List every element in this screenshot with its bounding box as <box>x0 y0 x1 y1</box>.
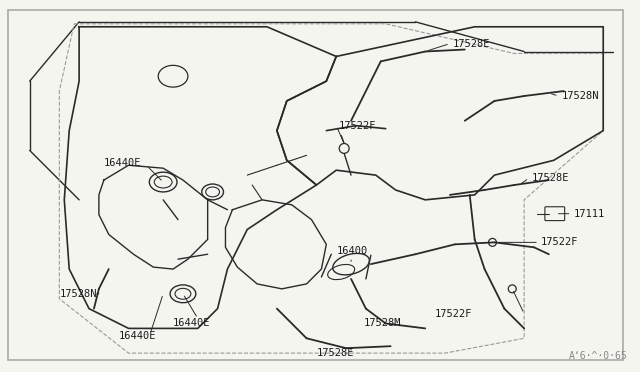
Text: 16440E: 16440E <box>118 331 156 341</box>
FancyBboxPatch shape <box>8 10 623 360</box>
Text: 17522F: 17522F <box>339 121 377 131</box>
Text: 17528E: 17528E <box>453 39 490 49</box>
Text: 17528N: 17528N <box>60 289 97 299</box>
Text: 17528E: 17528E <box>316 348 354 358</box>
Text: A‘6·^·0·65: A‘6·^·0·65 <box>568 351 627 361</box>
Text: 17528N: 17528N <box>562 91 599 101</box>
Text: 17522F: 17522F <box>541 237 579 247</box>
Text: 17111: 17111 <box>573 209 605 219</box>
Text: 17522F: 17522F <box>435 308 472 318</box>
Text: 16400: 16400 <box>336 246 367 256</box>
Text: 16440E: 16440E <box>104 158 141 168</box>
Text: 16440E: 16440E <box>173 318 211 328</box>
Text: 17528M: 17528M <box>364 318 401 328</box>
Text: 17528E: 17528E <box>532 173 570 183</box>
